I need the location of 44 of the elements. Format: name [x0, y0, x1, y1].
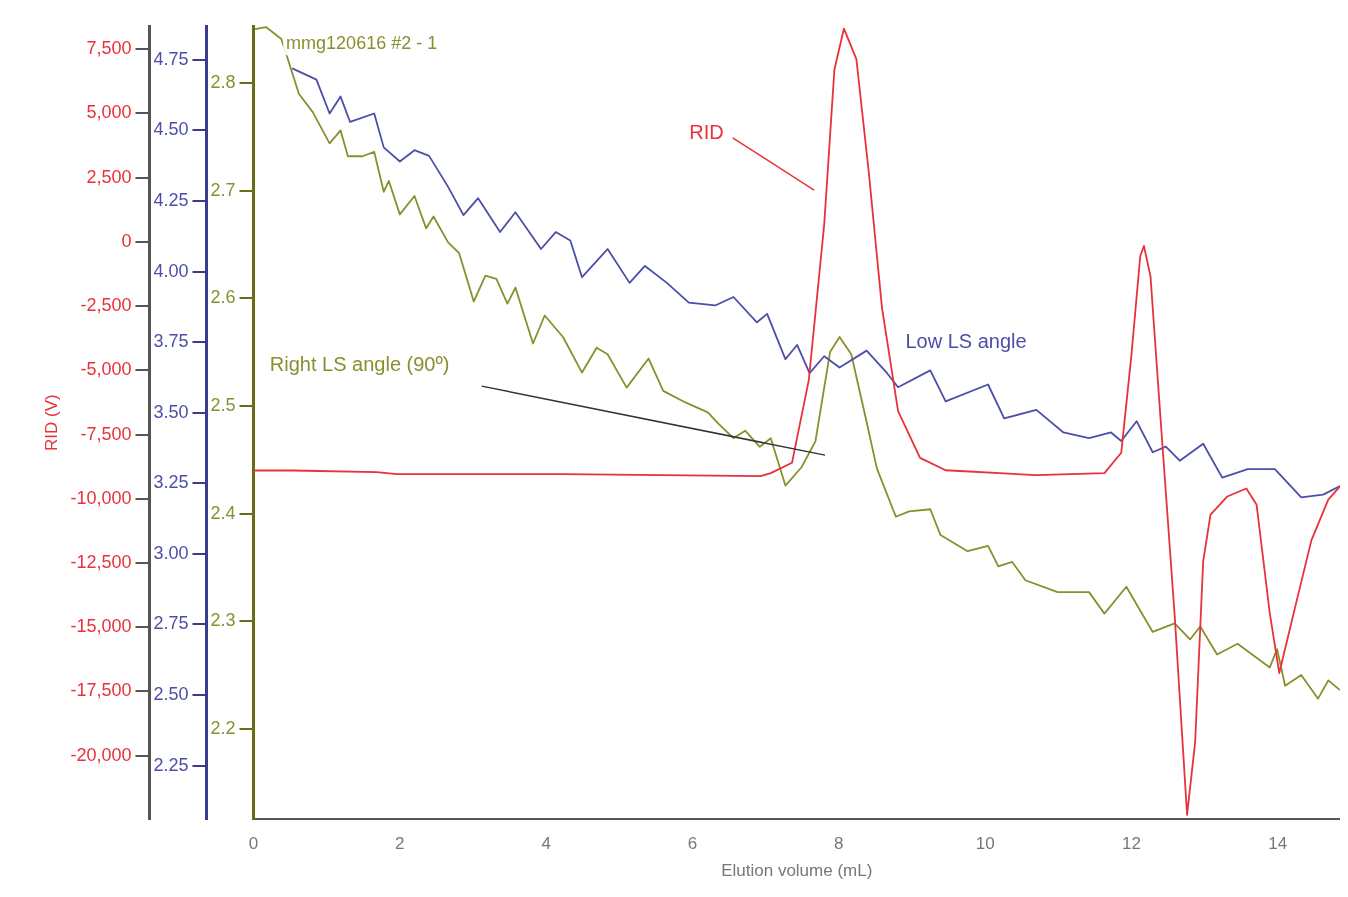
y3-tick-label: 2.5	[210, 394, 236, 415]
y-tick-label: 0	[121, 230, 132, 251]
y2-tick-label: 4.25	[153, 189, 189, 210]
y2-tick-label: 4.75	[153, 48, 189, 69]
y2-tick-label: 2.75	[153, 613, 189, 634]
y3-tick-label: 2.7	[210, 179, 236, 200]
y-tick-label: -17,500	[70, 680, 132, 701]
x-tick-label: 6	[687, 834, 698, 854]
y-tick-label: 7,500	[86, 38, 132, 59]
x-tick-label: 0	[248, 834, 259, 854]
y3-tick-label: 2.8	[210, 72, 236, 93]
x-tick-label: 8	[834, 834, 844, 854]
series-label: Low LS angle	[905, 330, 1027, 352]
y-tick-label: -20,000	[70, 744, 132, 765]
y-tick-label: 2,500	[86, 166, 132, 187]
y3-tick-label: 2.2	[210, 717, 236, 738]
y3-tick-label: 2.3	[210, 610, 236, 631]
y2-tick-label: 4.00	[153, 260, 189, 281]
y2-tick-label: 2.50	[153, 683, 189, 704]
y-tick-label: -2,500	[80, 295, 132, 316]
y-tick-label: -10,000	[70, 487, 132, 508]
y-tick-label: -7,500	[80, 423, 132, 444]
y2-tick-label: 3.50	[153, 401, 189, 422]
y2-tick-label: 2.25	[153, 754, 189, 775]
x-tick-label: 2	[395, 834, 405, 854]
y3-tick-label: 2.4	[210, 502, 236, 523]
y2-tick-label: 3.25	[153, 472, 189, 493]
y-tick-label: -5,000	[80, 359, 132, 380]
y2-tick-label: 3.75	[153, 331, 189, 352]
x-axis-title: Elution volume (mL)	[721, 861, 873, 881]
x-tick-label: 12	[1122, 834, 1141, 854]
y-tick-label: -15,000	[70, 616, 132, 637]
y-tick-label: 5,000	[86, 102, 132, 123]
y-tick-label: -12,500	[70, 551, 132, 572]
x-tick-label: 10	[975, 834, 995, 854]
x-tick-label: 14	[1268, 834, 1288, 854]
y3-tick-label: 2.6	[210, 287, 236, 308]
y2-tick-label: 4.50	[153, 119, 189, 140]
text: Right LS angle (90º)	[269, 353, 450, 376]
x-tick-label: 4	[541, 834, 551, 854]
y-axis-title: RID (V)	[41, 394, 61, 451]
text: RID	[689, 121, 724, 144]
y2-tick-label: 3.00	[153, 542, 189, 563]
annotation: mmg120616 #2 - 1	[286, 33, 438, 54]
